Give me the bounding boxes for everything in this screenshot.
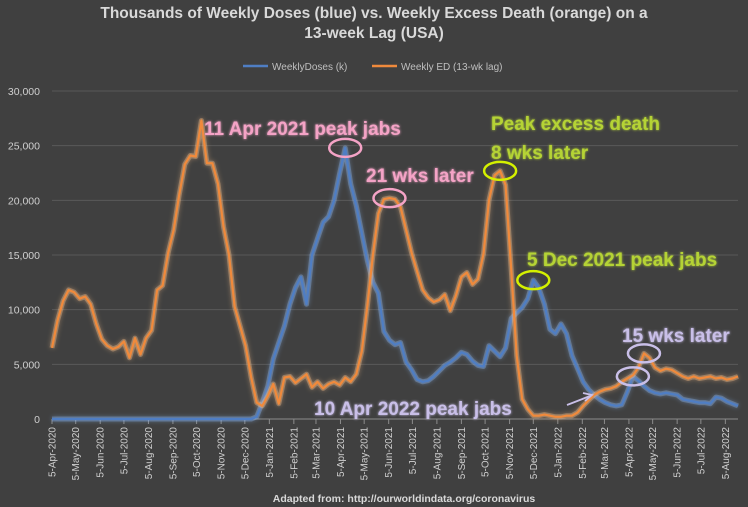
chart-title-line1: Thousands of Weekly Doses (blue) vs. Wee… (100, 5, 648, 22)
x-tick-label: 5-Jul-2020 (119, 427, 130, 475)
x-tick-label: 5-Feb-2022 (578, 427, 589, 479)
highlight-circles (327, 137, 662, 387)
x-axis: 5-Apr-2020 5-May-2020 5-Jun-2020 5-Jul-2020… (48, 419, 732, 480)
annotation-arrow (566, 395, 591, 406)
annotation-8-wks-later: 8 wks later (491, 143, 589, 164)
x-tick-label: 5-Aug-2020 (144, 427, 155, 480)
legend-label-doses: WeeklyDoses (k) (272, 62, 347, 73)
x-tick-label: 5-Apr-2020 (48, 427, 59, 477)
x-tick-label: 5-May-2021 (360, 427, 371, 481)
x-tick-label: 5-Jul-2021 (408, 427, 419, 475)
annotation-15-wks-later: 15 wks later (622, 326, 730, 347)
annotation-peak-jabs-apr-2022: 10 Apr 2022 peak jabs (314, 399, 512, 420)
x-tick-label: 5-Nov-2020 (217, 427, 228, 480)
x-tick-label: 5-Apr-2022 (624, 427, 635, 477)
x-tick-label: 5-Dec-2021 (529, 427, 540, 480)
highlight-circle (615, 366, 651, 387)
x-tick-label: 5-May-2022 (648, 427, 659, 481)
highlight-circle (626, 343, 662, 364)
x-tick-label: 5-Jul-2022 (696, 427, 707, 475)
x-tick-label: 5-May-2020 (71, 427, 82, 481)
y-tick-label: 5,000 (14, 359, 40, 371)
annotation-21-wks-later: 21 wks later (366, 166, 474, 187)
source-note: Adapted from: http://ourworldindata.org/… (273, 493, 536, 505)
legend-label-excess-death: Weekly ED (13-wk lag) (401, 62, 503, 73)
x-tick-label: 5-Mar-2022 (600, 427, 611, 479)
annotations: 11 Apr 2021 peak jabs 21 wks later Peak … (204, 114, 730, 420)
annotation-peak-jabs-apr-2021: 11 Apr 2021 peak jabs (204, 119, 401, 140)
chart-title-line2: 13-week Lag (USA) (304, 25, 444, 42)
x-tick-label: 5-Apr-2021 (336, 427, 347, 477)
x-tick-label: 5-Jun-2020 (96, 427, 107, 478)
series-lines (49, 118, 739, 422)
x-tick-label: 5-Jun-2022 (673, 427, 684, 478)
y-axis: 0 5,000 10,000 15,000 20,000 25,000 30,000 (8, 86, 40, 426)
x-tick-label: 5-Aug-2022 (721, 427, 732, 480)
series-line-excess-death (50, 119, 739, 418)
x-tick-label: 5-Jan-2021 (265, 427, 276, 478)
x-tick-label: 5-Jan-2022 (553, 427, 564, 478)
highlight-circle (372, 187, 407, 209)
highlight-circle (516, 269, 551, 291)
x-tick-label: 5-Sep-2021 (457, 427, 468, 480)
x-tick-label: 5-Oct-2021 (481, 427, 492, 477)
x-tick-label: 5-Aug-2021 (432, 427, 443, 480)
series-line-doses (52, 146, 739, 421)
y-tick-label: 0 (34, 414, 40, 426)
x-tick-label: 5-Feb-2021 (289, 427, 300, 479)
legend: WeeklyDoses (k) Weekly ED (13-wk lag) (243, 62, 503, 73)
y-tick-label: 15,000 (8, 250, 40, 262)
annotation-peak-excess-death: Peak excess death (491, 114, 660, 135)
annotation-peak-jabs-dec-2021: 5 Dec 2021 peak jabs (527, 250, 717, 271)
x-tick-label: 5-Sep-2020 (168, 427, 179, 480)
highlight-circle (482, 160, 518, 182)
annotation-arrowhead (582, 392, 594, 402)
y-tick-label: 30,000 (8, 86, 40, 98)
x-tick-label: 5-Dec-2020 (240, 427, 251, 480)
y-tick-label: 10,000 (8, 305, 40, 317)
highlight-circle (327, 137, 363, 159)
x-tick-label: 5-Mar-2021 (311, 427, 322, 479)
x-tick-label: 5-Nov-2021 (505, 427, 516, 480)
x-tick-label: 5-Jun-2021 (384, 427, 395, 478)
y-tick-label: 20,000 (8, 195, 40, 207)
x-tick-label: 5-Oct-2020 (192, 427, 203, 477)
y-tick-label: 25,000 (8, 141, 40, 153)
